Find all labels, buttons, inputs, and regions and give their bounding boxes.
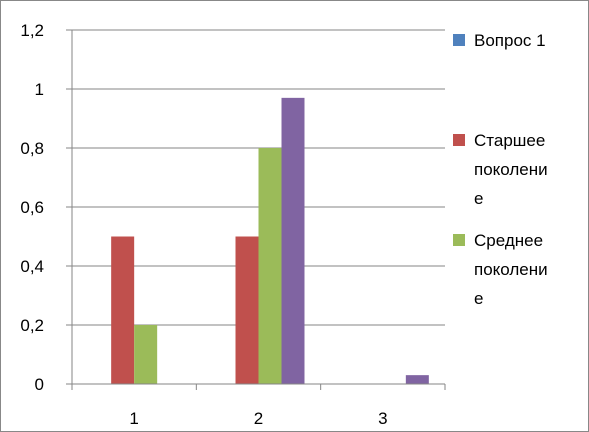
legend-label: Вопрос 1 xyxy=(474,31,546,50)
y-tick-label: 0,6 xyxy=(20,198,44,217)
y-tick-label: 0,4 xyxy=(20,257,44,276)
bar xyxy=(134,325,158,384)
legend: Вопрос 1 Старшее поколени е Среднее поколени е xyxy=(453,31,548,308)
legend-swatch xyxy=(453,234,465,246)
y-tick-label: 1 xyxy=(35,80,44,99)
bar xyxy=(235,236,259,384)
x-tick-label: 2 xyxy=(254,409,263,428)
legend-label: поколени xyxy=(474,260,548,279)
y-tick-label: 0 xyxy=(35,375,44,394)
x-tick-label: 1 xyxy=(129,409,138,428)
x-tick-labels: 1 2 3 xyxy=(129,409,387,428)
legend-label: Старшее xyxy=(474,131,545,150)
x-tick-label: 3 xyxy=(378,409,387,428)
y-tick-label: 0,2 xyxy=(20,316,44,335)
bar xyxy=(111,236,135,384)
legend-label: е xyxy=(474,189,483,208)
legend-label: е xyxy=(474,289,483,308)
legend-label: поколени xyxy=(474,160,548,179)
axes xyxy=(66,29,446,390)
legend-swatch xyxy=(453,34,465,46)
bar xyxy=(258,148,282,384)
bar xyxy=(281,97,305,384)
y-tick-label: 1,2 xyxy=(20,21,44,40)
bars xyxy=(111,97,429,384)
legend-swatch xyxy=(453,134,465,146)
legend-label: Среднее xyxy=(474,231,543,250)
y-tick-labels: 0 0,2 0,4 0,6 0,8 1 1,2 xyxy=(20,21,44,394)
bar xyxy=(405,375,429,384)
y-tick-label: 0,8 xyxy=(20,139,44,158)
